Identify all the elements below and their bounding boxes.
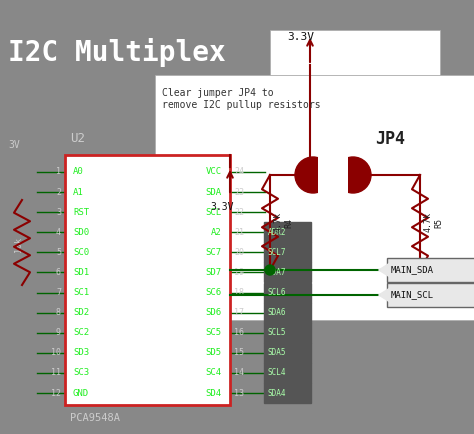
FancyBboxPatch shape: [264, 263, 311, 283]
Text: SD5: SD5: [206, 349, 222, 357]
Text: SDA5: SDA5: [268, 349, 286, 357]
Text: SC5: SC5: [206, 328, 222, 337]
Text: 18: 18: [234, 288, 244, 297]
Text: A1: A1: [73, 187, 84, 197]
Text: 5: 5: [56, 248, 61, 257]
Circle shape: [415, 290, 425, 300]
Text: Clear jumper JP4 to
remove I2C pullup resistors: Clear jumper JP4 to remove I2C pullup re…: [162, 88, 320, 110]
Text: 4: 4: [56, 228, 61, 237]
FancyBboxPatch shape: [264, 363, 311, 383]
Text: 3.3V: 3.3V: [287, 32, 314, 42]
Text: SC1: SC1: [73, 288, 89, 297]
Text: SDA7: SDA7: [268, 268, 286, 277]
Text: A2: A2: [211, 228, 222, 237]
Text: 7: 7: [56, 288, 61, 297]
Text: SC3: SC3: [73, 368, 89, 378]
Text: 10: 10: [51, 349, 61, 357]
Text: 3.3V: 3.3V: [210, 202, 234, 212]
Text: SCL7: SCL7: [268, 248, 286, 257]
Text: 1: 1: [56, 168, 61, 177]
Text: SD0: SD0: [73, 228, 89, 237]
Circle shape: [265, 265, 275, 275]
Text: SDA: SDA: [206, 187, 222, 197]
Text: 23: 23: [234, 187, 244, 197]
Text: SC7: SC7: [206, 248, 222, 257]
Text: 4.7k: 4.7k: [424, 213, 433, 233]
Text: PCA9548A: PCA9548A: [70, 413, 120, 423]
Text: 8: 8: [56, 308, 61, 317]
Text: SCL4: SCL4: [268, 368, 286, 378]
Text: RST: RST: [73, 208, 89, 217]
Text: SC2: SC2: [73, 328, 89, 337]
FancyBboxPatch shape: [387, 258, 474, 282]
Text: MAIN_SCL: MAIN_SCL: [391, 290, 434, 299]
Text: U2: U2: [70, 132, 85, 145]
Text: 9: 9: [56, 328, 61, 337]
FancyArrowPatch shape: [379, 288, 390, 302]
Text: SD3: SD3: [73, 349, 89, 357]
FancyBboxPatch shape: [264, 242, 311, 263]
FancyArrowPatch shape: [379, 263, 390, 277]
Text: 15: 15: [234, 349, 244, 357]
Text: SCL6: SCL6: [268, 288, 286, 297]
Bar: [155, 75, 474, 320]
Text: SC4: SC4: [206, 368, 222, 378]
Text: SD2: SD2: [73, 308, 89, 317]
Text: JP4: JP4: [375, 130, 405, 148]
FancyBboxPatch shape: [264, 283, 311, 302]
Text: 11: 11: [51, 368, 61, 378]
Text: 20: 20: [234, 248, 244, 257]
FancyBboxPatch shape: [264, 222, 311, 242]
Text: SDA6: SDA6: [268, 308, 286, 317]
Bar: [318, 157, 348, 193]
Text: 6: 6: [56, 268, 61, 277]
Text: 19: 19: [234, 268, 244, 277]
Text: R5: R5: [434, 217, 443, 227]
Circle shape: [335, 157, 371, 193]
FancyBboxPatch shape: [387, 283, 474, 307]
Text: SC6: SC6: [206, 288, 222, 297]
Text: 10k: 10k: [14, 237, 23, 253]
Bar: [65, 155, 230, 405]
Text: 17: 17: [234, 308, 244, 317]
Text: 13: 13: [234, 388, 244, 398]
Text: 21: 21: [234, 228, 244, 237]
Text: R4: R4: [284, 217, 293, 227]
Text: VCC: VCC: [206, 168, 222, 177]
Text: SD7: SD7: [206, 268, 222, 277]
Text: SCL: SCL: [206, 208, 222, 217]
Text: 3: 3: [56, 208, 61, 217]
Text: SDA4: SDA4: [268, 388, 286, 398]
Text: 4.7k: 4.7k: [274, 213, 283, 233]
Text: 12: 12: [51, 388, 61, 398]
Text: 14: 14: [234, 368, 244, 378]
FancyBboxPatch shape: [264, 343, 311, 363]
Text: GND: GND: [73, 388, 89, 398]
Text: 22: 22: [234, 208, 244, 217]
Circle shape: [295, 157, 331, 193]
FancyBboxPatch shape: [264, 302, 311, 322]
Text: ADR2: ADR2: [268, 228, 286, 237]
Text: SD6: SD6: [206, 308, 222, 317]
Bar: [270, 30, 440, 75]
Text: MAIN_SDA: MAIN_SDA: [391, 266, 434, 274]
Text: SC0: SC0: [73, 248, 89, 257]
Text: SD4: SD4: [206, 388, 222, 398]
Text: A0: A0: [73, 168, 84, 177]
Text: 24: 24: [234, 168, 244, 177]
Text: I2C Multiplex: I2C Multiplex: [8, 38, 226, 67]
Text: SD1: SD1: [73, 268, 89, 277]
FancyBboxPatch shape: [264, 383, 311, 403]
Text: 3V: 3V: [8, 140, 20, 150]
Text: 2: 2: [56, 187, 61, 197]
FancyBboxPatch shape: [264, 323, 311, 343]
Text: SCL5: SCL5: [268, 328, 286, 337]
Text: 16: 16: [234, 328, 244, 337]
